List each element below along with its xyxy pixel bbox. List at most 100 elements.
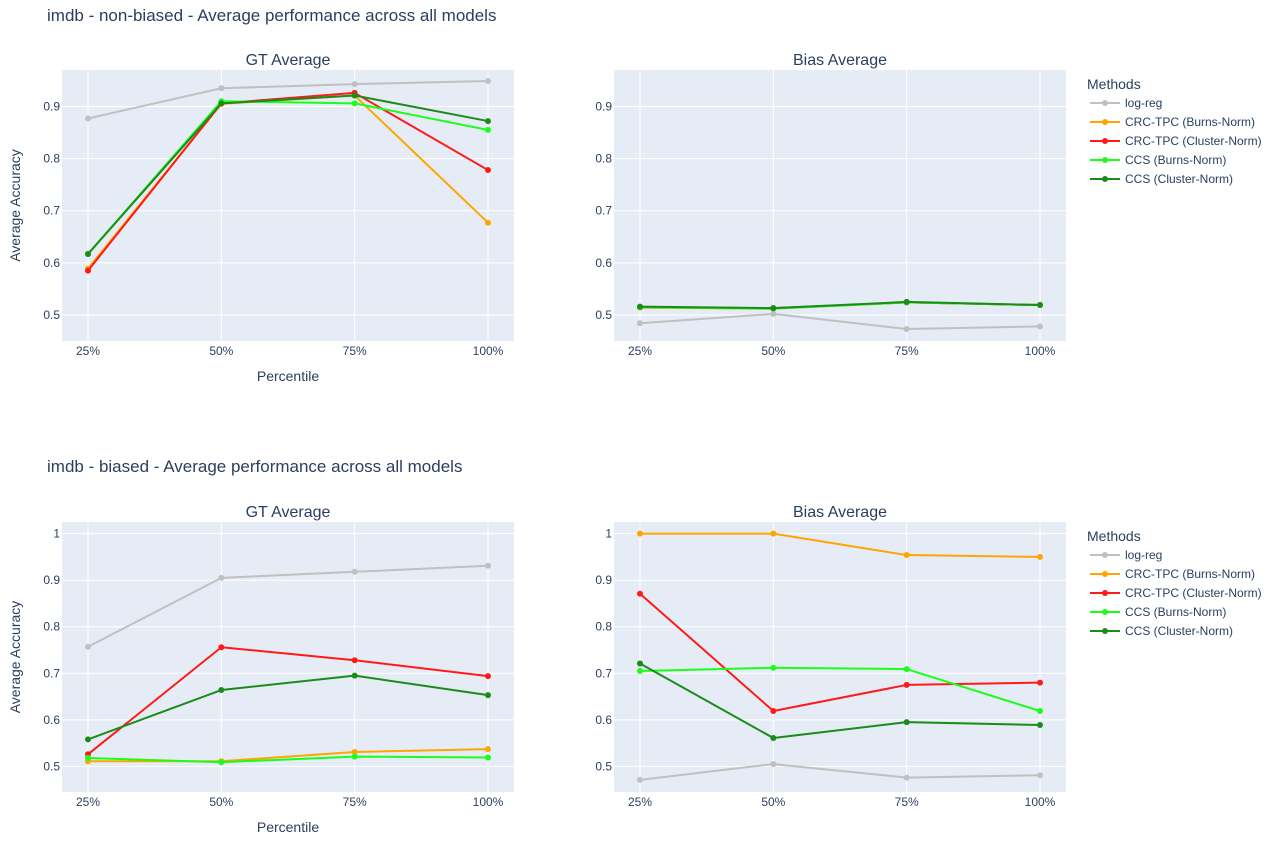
- data-point: [485, 562, 491, 569]
- y-tick-label: 0.5: [43, 308, 60, 322]
- legend-item: CCS (Cluster-Norm): [1090, 624, 1233, 638]
- series-crc-tpc-cluster-norm: [637, 590, 1043, 714]
- plot-area: [614, 522, 1066, 792]
- data-point: [903, 326, 910, 333]
- data-point: [637, 660, 643, 667]
- legend-item: CRC-TPC (Cluster-Norm): [1090, 586, 1262, 600]
- data-point: [637, 303, 643, 310]
- data-point: [85, 643, 91, 650]
- data-point: [903, 719, 910, 726]
- legend-label: log-reg: [1125, 96, 1162, 110]
- series-log-reg: [637, 310, 1043, 333]
- legend-label: CRC-TPC (Burns-Norm): [1125, 115, 1255, 129]
- series-line: [87, 755, 489, 764]
- legend-swatch-marker: [1102, 590, 1108, 596]
- y-tick-label: 0.7: [43, 204, 60, 218]
- data-point: [351, 568, 358, 575]
- series-ccs-burns-norm: [637, 664, 1043, 714]
- y-tick-label: 0.6: [595, 713, 612, 727]
- legend-item: log-reg: [1090, 96, 1162, 110]
- y-tick-label: 0.7: [595, 666, 612, 680]
- legend-item: log-reg: [1090, 548, 1162, 562]
- x-tick-label: 50%: [209, 344, 233, 358]
- data-point: [770, 310, 777, 317]
- x-axis-title: Percentile: [257, 819, 319, 835]
- legend-swatch-marker: [1102, 176, 1108, 182]
- legend-swatch-marker: [1102, 119, 1108, 125]
- legend-swatch-marker: [1102, 157, 1108, 163]
- subplot-1: imdb - non-biased - Average performance …: [7, 6, 514, 384]
- data-point: [351, 657, 358, 664]
- data-point: [351, 92, 358, 99]
- x-tick-label: 25%: [76, 795, 100, 809]
- y-tick-label: 1: [53, 527, 60, 541]
- x-tick-label: 100%: [473, 795, 504, 809]
- data-point: [485, 746, 491, 753]
- data-point: [85, 250, 91, 257]
- legend-label: CRC-TPC (Cluster-Norm): [1125, 134, 1262, 148]
- series-line: [87, 91, 489, 272]
- data-point: [903, 681, 910, 688]
- y-tick-label: 0.6: [43, 713, 60, 727]
- data-point: [1037, 772, 1043, 779]
- subplot-3: imdb - biased - Average performance acro…: [7, 457, 514, 835]
- data-point: [485, 692, 491, 699]
- legend-swatch-marker: [1102, 100, 1108, 106]
- y-tick-label: 0.9: [43, 99, 60, 113]
- legend-item: CCS (Burns-Norm): [1090, 153, 1226, 167]
- subplot-title: GT Average: [246, 52, 331, 69]
- legend-title: Methods: [1087, 76, 1141, 92]
- series-log-reg: [85, 562, 491, 650]
- series-crc-tpc-burns-norm: [637, 530, 1043, 560]
- y-tick-label: 0.8: [43, 152, 60, 166]
- legend-item: CRC-TPC (Burns-Norm): [1090, 115, 1255, 129]
- data-point: [637, 776, 643, 783]
- series-line: [639, 666, 1041, 712]
- figure-title: imdb - non-biased - Average performance …: [47, 6, 496, 25]
- series-line: [87, 79, 489, 120]
- x-axis-title: Percentile: [257, 368, 319, 384]
- y-axis-title: Average Accuracy: [7, 601, 23, 714]
- data-point: [85, 267, 91, 274]
- data-point: [1037, 302, 1043, 309]
- y-tick-label: 0.6: [43, 256, 60, 270]
- series-line: [639, 763, 1041, 781]
- x-tick-label: 100%: [1025, 344, 1056, 358]
- series-line: [87, 674, 489, 741]
- series-ccs-cluster-norm: [637, 660, 1043, 741]
- legend-label: CCS (Cluster-Norm): [1125, 624, 1233, 638]
- legend: Methods log-reg CRC-TPC (Burns-Norm) CRC-TP…: [1087, 76, 1262, 186]
- series-log-reg: [85, 77, 491, 122]
- x-tick-label: 25%: [76, 344, 100, 358]
- legend-title: Methods: [1087, 528, 1141, 544]
- data-point: [903, 298, 910, 305]
- y-tick-label: 0.5: [43, 759, 60, 773]
- data-point: [1037, 323, 1043, 330]
- x-tick-label: 25%: [628, 344, 652, 358]
- data-point: [218, 85, 225, 92]
- series-line: [87, 564, 489, 648]
- subplot-title: Bias Average: [793, 504, 887, 521]
- data-point: [1037, 708, 1043, 714]
- y-tick-label: 1: [605, 527, 612, 541]
- data-point: [1037, 553, 1043, 560]
- y-tick-label: 0.9: [595, 99, 612, 113]
- x-tick-label: 50%: [761, 795, 785, 809]
- series-line: [639, 592, 1041, 712]
- legend-label: CCS (Burns-Norm): [1125, 153, 1226, 167]
- data-point: [770, 735, 777, 741]
- series-log-reg: [637, 761, 1043, 783]
- series-line: [87, 646, 489, 756]
- data-point: [1037, 721, 1043, 728]
- data-point: [770, 708, 777, 714]
- subplot-4: 25% 50% 75% 100% 0.5 0.6 0.7 0.8 0.9 1 Bias Averag…: [595, 504, 1066, 809]
- series-line: [87, 94, 489, 255]
- y-axis-title: Average Accuracy: [7, 149, 23, 262]
- plot-area: [62, 70, 514, 341]
- data-point: [903, 552, 910, 559]
- legend-label: CRC-TPC (Burns-Norm): [1125, 567, 1255, 581]
- data-point: [770, 530, 777, 537]
- series-line: [639, 662, 1041, 739]
